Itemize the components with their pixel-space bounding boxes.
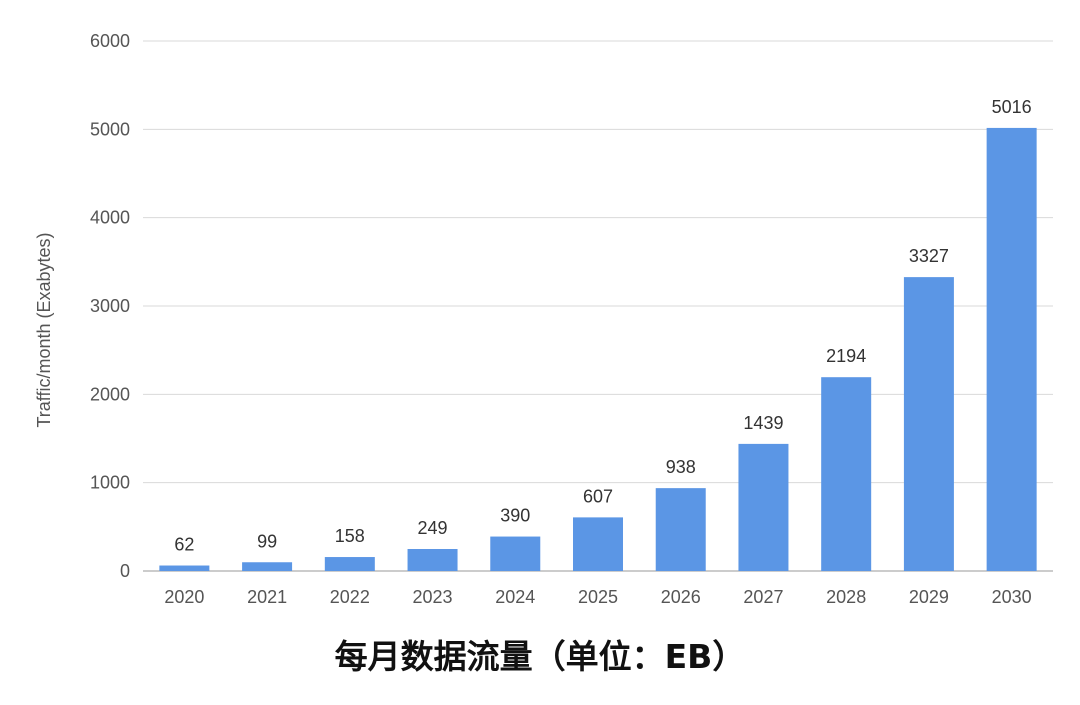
chart-title: 每月数据流量（单位：EB） [334, 637, 746, 676]
x-tick-label-2027: 2027 [743, 587, 783, 607]
x-tick-label-2029: 2029 [909, 587, 949, 607]
data-label-2025: 607 [583, 486, 613, 506]
x-tick-label-2025: 2025 [578, 587, 618, 607]
gridlines [143, 40, 1053, 572]
bar-2028 [821, 377, 872, 571]
x-axis-ticks: 2020 2021 2022 2023 2024 2025 2026 2027 2028 2029… [164, 587, 1031, 607]
bars [159, 127, 1037, 572]
bar-2029 [903, 277, 954, 571]
data-label-2028: 2194 [826, 346, 866, 366]
data-label-2022: 158 [335, 526, 365, 546]
y-axis-title: Traffic/month (Exabytes) [34, 232, 54, 427]
x-tick-label-2022: 2022 [330, 587, 370, 607]
bar-2021 [242, 562, 293, 571]
bar-2020 [159, 565, 210, 571]
y-tick-label: 4000 [90, 208, 130, 228]
data-label-2020: 62 [174, 535, 194, 555]
bar-2027 [738, 443, 789, 571]
y-tick-label: 3000 [90, 296, 130, 316]
x-tick-label-2023: 2023 [413, 587, 453, 607]
y-tick-label: 0 [120, 561, 130, 581]
y-axis-ticks: 0 1000 2000 3000 4000 5000 6000 [90, 31, 130, 581]
x-tick-label-2020: 2020 [164, 587, 204, 607]
data-label-2023: 249 [418, 518, 448, 538]
data-label-2029: 3327 [909, 246, 949, 266]
x-tick-label-2024: 2024 [495, 587, 535, 607]
data-label-2030: 5016 [992, 97, 1032, 117]
x-tick-label-2030: 2030 [992, 587, 1032, 607]
y-tick-label: 2000 [90, 384, 130, 404]
y-tick-label: 1000 [90, 473, 130, 493]
bar-2024 [490, 536, 541, 571]
data-label-2027: 1439 [743, 413, 783, 433]
x-tick-label-2026: 2026 [661, 587, 701, 607]
bar-2025 [573, 517, 623, 571]
data-label-2024: 390 [500, 506, 530, 526]
bar-2023 [407, 549, 458, 571]
y-tick-label: 5000 [90, 119, 130, 139]
bar-2030 [986, 127, 1037, 572]
bar-2026 [655, 488, 706, 571]
data-label-2021: 99 [257, 531, 277, 551]
x-tick-label-2028: 2028 [826, 587, 866, 607]
data-labels: 62 99 158 249 390 607 938 1439 2194 3327 5016 [174, 97, 1031, 555]
data-label-2026: 938 [666, 457, 696, 477]
bar-2022 [324, 557, 375, 571]
y-tick-label: 6000 [90, 31, 130, 51]
x-tick-label-2021: 2021 [247, 587, 287, 607]
